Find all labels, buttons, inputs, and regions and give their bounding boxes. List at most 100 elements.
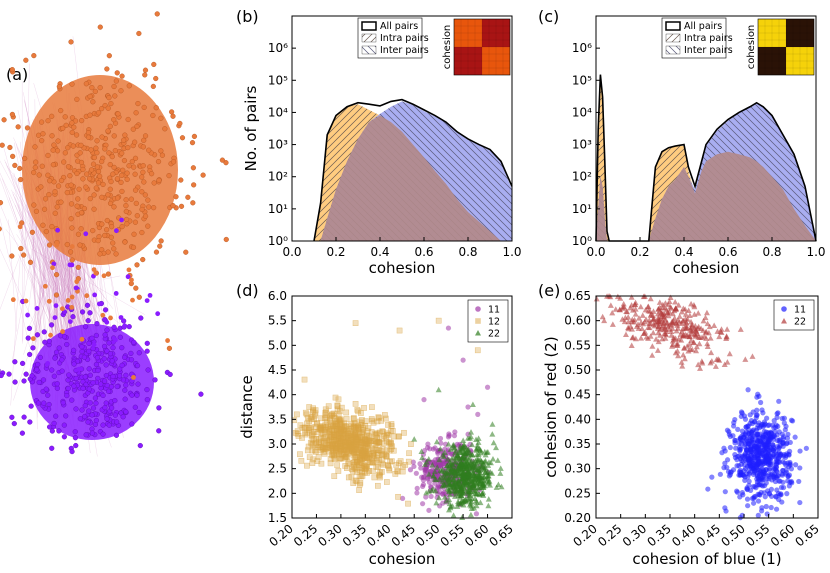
purple-node bbox=[135, 381, 141, 387]
purple-node bbox=[63, 413, 69, 419]
mixed-node bbox=[69, 244, 75, 249]
orange-node bbox=[32, 164, 38, 171]
purple-node bbox=[46, 338, 52, 344]
all-pairs-line bbox=[595, 74, 817, 242]
purple-node bbox=[136, 409, 142, 416]
x-tick-label: 0.40 bbox=[669, 522, 698, 550]
purple-node bbox=[198, 391, 204, 397]
point-12 bbox=[380, 461, 387, 468]
point-12 bbox=[356, 467, 363, 473]
orange-node bbox=[97, 24, 103, 30]
mixed-node bbox=[144, 298, 150, 304]
point-11 bbox=[465, 404, 471, 410]
point-12 bbox=[312, 448, 319, 455]
orange-node bbox=[115, 111, 121, 117]
point-22 bbox=[467, 511, 474, 518]
point-11 bbox=[751, 419, 758, 425]
point-11 bbox=[747, 412, 753, 418]
orange-node bbox=[63, 122, 69, 128]
point-22 bbox=[647, 295, 654, 302]
purple-node bbox=[79, 348, 85, 355]
orange-node bbox=[62, 114, 68, 120]
network-edge bbox=[25, 184, 47, 344]
point-22 bbox=[450, 512, 457, 518]
orange-node bbox=[106, 150, 112, 156]
orange-node bbox=[87, 112, 93, 118]
orange-node bbox=[105, 105, 111, 111]
point-11 bbox=[774, 411, 780, 417]
orange-node bbox=[125, 144, 131, 151]
point-11 bbox=[792, 462, 799, 468]
point-12 bbox=[354, 406, 361, 413]
orange-node bbox=[50, 162, 56, 168]
mixed-node bbox=[52, 315, 58, 321]
point-12 bbox=[350, 415, 357, 422]
point-22 bbox=[698, 358, 705, 364]
inset-block bbox=[786, 47, 814, 75]
y-tick-label: 10⁴ bbox=[572, 105, 592, 119]
legend-label: 11 bbox=[794, 305, 806, 316]
point-11 bbox=[705, 486, 711, 492]
orange-node bbox=[142, 192, 148, 198]
series-12 bbox=[291, 317, 481, 507]
network-edge bbox=[25, 204, 77, 341]
orange-node bbox=[111, 164, 117, 171]
orange-node bbox=[9, 111, 15, 118]
orange-node bbox=[108, 100, 114, 107]
purple-node bbox=[145, 367, 151, 373]
orange-node bbox=[69, 225, 75, 231]
point-11 bbox=[785, 474, 791, 480]
x-tick-label: 0.6 bbox=[718, 245, 737, 259]
orange-node bbox=[81, 205, 88, 212]
orange-node bbox=[106, 95, 112, 101]
point-11 bbox=[758, 399, 764, 406]
panel-d: (d) 0.200.250.300.350.400.450.500.550.60… bbox=[236, 281, 516, 568]
orange-node bbox=[78, 159, 85, 166]
x-tick-label: 0.65 bbox=[486, 522, 515, 550]
orange-node bbox=[142, 67, 149, 73]
point-12 bbox=[316, 426, 323, 433]
orange-node bbox=[45, 172, 51, 178]
purple-node bbox=[129, 392, 135, 398]
point-11 bbox=[734, 488, 740, 494]
overlap-area bbox=[314, 115, 512, 241]
orange-node bbox=[78, 210, 85, 216]
purple-node bbox=[60, 400, 66, 406]
purple-node bbox=[103, 307, 109, 313]
y-tick-label: 3.5 bbox=[268, 412, 287, 426]
orange-node bbox=[15, 124, 21, 130]
orange-node bbox=[112, 147, 118, 154]
point-12 bbox=[382, 415, 389, 422]
purple-node bbox=[19, 430, 25, 436]
point-12 bbox=[368, 416, 375, 422]
point-12 bbox=[331, 415, 338, 421]
y-tick-label: 10⁶ bbox=[268, 41, 288, 55]
point-11 bbox=[792, 434, 798, 440]
orange-node bbox=[145, 197, 151, 203]
purple-node bbox=[45, 392, 51, 398]
orange-node bbox=[141, 137, 147, 143]
orange-node bbox=[166, 173, 172, 179]
orange-node bbox=[190, 200, 196, 206]
point-11 bbox=[751, 500, 757, 506]
orange-node bbox=[153, 75, 159, 82]
inset-heatmap: cohesion bbox=[746, 18, 815, 76]
orange-node bbox=[56, 84, 62, 90]
point-11 bbox=[411, 463, 417, 470]
x-axis-label: cohesion of blue (1) bbox=[632, 550, 781, 568]
point-12 bbox=[352, 320, 359, 326]
purple-node bbox=[101, 378, 108, 384]
mixed-node bbox=[108, 315, 113, 321]
orange-node bbox=[183, 249, 189, 255]
panel-a: (a) bbox=[0, 11, 229, 457]
orange-node bbox=[99, 106, 105, 112]
x-tick-label: 0.55 bbox=[438, 522, 467, 550]
purple-node bbox=[93, 400, 99, 406]
y-tick-label: 10² bbox=[268, 170, 288, 184]
y-tick-label: 0.35 bbox=[564, 437, 591, 451]
network-edge bbox=[84, 296, 120, 324]
orange-node bbox=[93, 185, 99, 191]
orange-node bbox=[130, 126, 136, 132]
orange-node bbox=[102, 146, 108, 152]
point-22 bbox=[599, 313, 606, 320]
